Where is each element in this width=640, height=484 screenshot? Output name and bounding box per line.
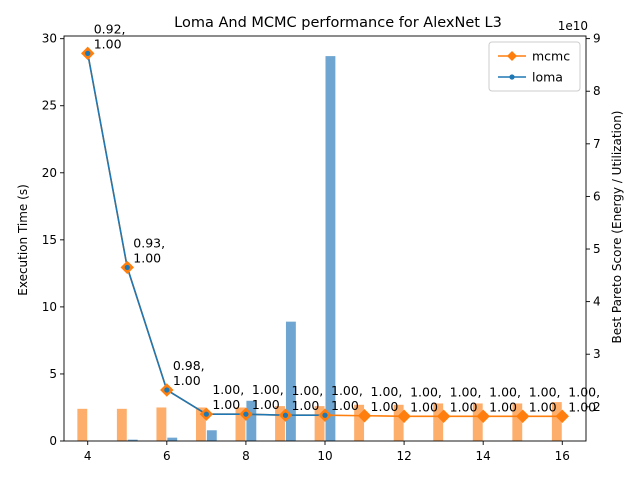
point-annotation: 1.00, 1.00 [252, 382, 284, 412]
mcmc-time-bar [393, 404, 404, 441]
x-tick-label: 4 [84, 449, 92, 463]
loma-time-bar [206, 430, 217, 441]
mcmc-point-marker [436, 409, 451, 423]
mcmc-time-bar [551, 402, 562, 441]
loma-time-bar [325, 56, 336, 441]
x-tick-label: 6 [163, 449, 171, 463]
mcmc-time-bar [235, 407, 246, 441]
legend-marker-loma [509, 74, 515, 80]
mcmc-time-bar [77, 408, 88, 441]
legend-marker-mcmc [507, 51, 517, 61]
y-left-tick-label: 15 [42, 233, 57, 247]
mcmc-point-marker [516, 409, 530, 423]
x-tick-label: 12 [396, 449, 411, 463]
loma-point-marker [243, 411, 249, 417]
point-annotation: 0.98, 1.00 [173, 358, 205, 388]
point-annotation: 1.00, 1.00 [212, 382, 244, 412]
y-right-tick-label: 6 [593, 189, 601, 203]
loma-point-marker [282, 412, 289, 418]
point-annotation: 1.00, 1.00 [450, 384, 482, 414]
loma-time-bar [285, 321, 296, 441]
legend-label-mcmc: mcmc [532, 49, 570, 64]
chart-title: Loma And MCMC performance for AlexNet L3 [174, 15, 502, 31]
y-left-tick-label: 30 [42, 32, 57, 46]
bars-layer [77, 56, 562, 441]
annotations-layer: 0.92, 1.000.93, 1.000.98, 1.001.00, 1.001.00… [94, 21, 600, 414]
loma-point-marker [85, 50, 91, 56]
point-annotation: 1.00, 1.00 [489, 384, 521, 414]
point-annotation: 0.93, 1.00 [133, 235, 165, 265]
y-right-tick-label: 2 [593, 400, 601, 414]
loma-time-bar [167, 437, 178, 441]
mcmc-point-marker [555, 409, 569, 423]
mcmc-time-bar [472, 403, 483, 441]
x-tick-label: 8 [242, 449, 250, 463]
mcmc-time-bar [156, 407, 167, 441]
x-tick-label: 10 [317, 449, 332, 463]
y-left-tick-label: 5 [49, 367, 57, 381]
mcmc-time-bar [512, 403, 523, 441]
y-right-tick-label: 9 [593, 32, 601, 46]
x-tick-label: 14 [476, 449, 491, 463]
legend-label-loma: loma [532, 70, 563, 85]
point-annotation: 1.00, 1.00 [568, 384, 600, 414]
loma-point-marker [124, 264, 130, 271]
loma-point-marker [322, 412, 328, 418]
point-annotation: 1.00, 1.00 [529, 384, 561, 414]
point-annotation: 1.00, 1.00 [410, 384, 442, 414]
y-right-tick-label: 3 [593, 347, 601, 361]
y-left-tick-label: 0 [49, 434, 57, 448]
y-right-tick-label: 4 [593, 295, 601, 309]
mcmc-time-bar [433, 403, 444, 441]
point-annotation: 1.00, 1.00 [331, 383, 363, 413]
x-tick-label: 16 [555, 449, 570, 463]
loma-time-bar [127, 439, 138, 441]
mcmc-time-bar [314, 406, 325, 441]
point-annotation: 0.92, 1.00 [94, 21, 126, 51]
y-right-tick-label: 5 [593, 242, 601, 256]
mcmc-point-marker [476, 409, 490, 423]
y-right-tick-label: 8 [593, 84, 601, 98]
mcmc-time-bar [354, 404, 365, 441]
y-left-tick-label: 25 [42, 99, 57, 113]
y-axis-label-right: Best Pareto Score (Energy / Utilization) [610, 111, 624, 344]
loma-point-marker [203, 411, 209, 417]
mcmc-time-bar [116, 408, 127, 441]
loma-time-bar [246, 400, 257, 441]
loma-point-marker [164, 387, 170, 393]
lines-layer [81, 46, 569, 423]
point-annotation: 1.00, 1.00 [371, 384, 403, 414]
mcmc-time-bar [275, 406, 285, 441]
y-left-tick-label: 10 [42, 300, 57, 314]
point-annotation: 1.00, 1.00 [291, 383, 323, 413]
y-right-tick-label: 7 [593, 137, 601, 151]
y-left-tick-label: 20 [42, 166, 57, 180]
mcmc-point-marker [397, 409, 411, 423]
axes-layer: 4 6 8 10 12 14 16 0 5 10 15 20 25 30 2 3 4 5 6 7 8 9 1e10 [42, 19, 601, 463]
mcmc-point-marker [357, 409, 372, 423]
mcmc-time-bar [195, 407, 206, 441]
y-right-multiplier: 1e10 [558, 19, 588, 33]
y-axis-label-left: Execution Time (s) [16, 184, 30, 296]
legend: mcmc loma [488, 41, 581, 92]
